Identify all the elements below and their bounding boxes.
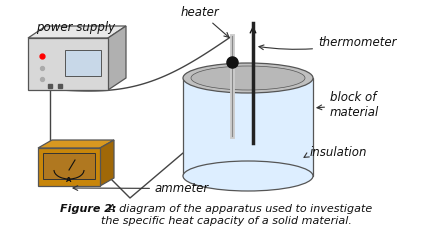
Text: heater: heater [180, 5, 228, 37]
Polygon shape [28, 26, 126, 38]
Ellipse shape [183, 63, 312, 93]
Text: thermometer: thermometer [258, 35, 396, 50]
Ellipse shape [190, 66, 304, 90]
Bar [183, 78, 312, 176]
Text: A diagram of the apparatus used to investigate
the specific heat capacity of a s: A diagram of the apparatus used to inves… [101, 204, 371, 226]
Polygon shape [38, 148, 100, 186]
Text: insulation: insulation [303, 145, 367, 158]
Text: Figure 2:: Figure 2: [60, 204, 116, 214]
Text: ammeter: ammeter [73, 182, 209, 195]
Text: A: A [66, 177, 72, 183]
Polygon shape [38, 140, 114, 148]
Polygon shape [28, 38, 108, 90]
Text: block of
material: block of material [316, 91, 378, 119]
Bar [65, 50, 101, 76]
Ellipse shape [183, 161, 312, 191]
Polygon shape [100, 140, 114, 186]
Polygon shape [108, 26, 126, 90]
Bar [43, 153, 95, 179]
Text: power supply: power supply [36, 22, 115, 35]
